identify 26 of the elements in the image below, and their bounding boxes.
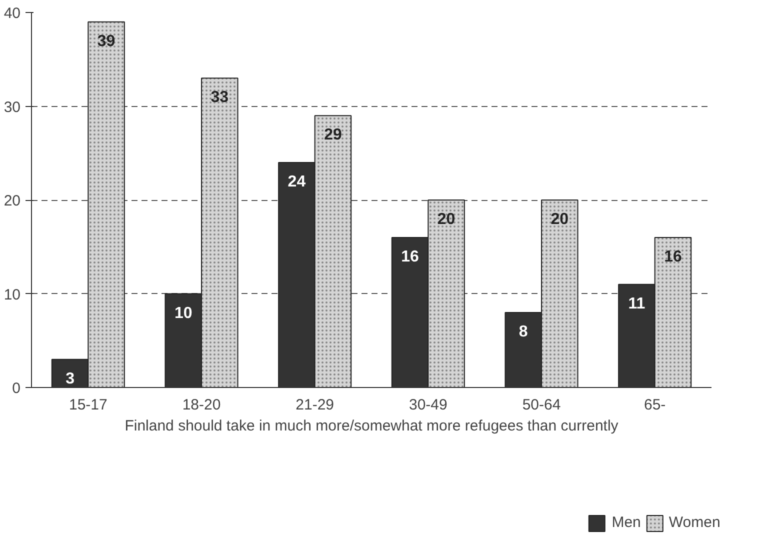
x-tick-label: 50-64	[522, 396, 561, 414]
data-label: 29	[324, 126, 342, 144]
y-tick-label: 20	[4, 192, 21, 210]
data-label: 10	[174, 304, 192, 322]
x-tick-label: 15-17	[68, 396, 108, 414]
data-label: 16	[664, 248, 682, 266]
data-label: 20	[550, 211, 569, 228]
x-tick-label: 65-	[644, 396, 666, 414]
y-tick-label: 0	[12, 380, 20, 397]
x-axis-title: Finland should take in much more/somewhat more refugees than currently	[124, 418, 619, 434]
y-tick-label: 10	[4, 286, 21, 304]
data-label: 11	[628, 295, 646, 312]
y-tick-label: 30	[4, 98, 21, 116]
data-label: 20	[437, 211, 456, 228]
legend-label: Men	[612, 514, 641, 531]
x-tick-label: 18-20	[182, 396, 221, 414]
data-label: 16	[401, 248, 420, 266]
legend-label: Women	[668, 514, 720, 531]
x-tick-label: 21-29	[296, 396, 334, 414]
x-tick-label: 30-49	[408, 396, 448, 414]
data-label: 8	[518, 324, 528, 340]
data-label: 33	[210, 89, 229, 106]
data-label: 3	[66, 370, 75, 388]
data-label: 39	[97, 32, 116, 50]
data-label: 24	[288, 174, 306, 190]
y-tick-label: 40	[4, 5, 21, 22]
